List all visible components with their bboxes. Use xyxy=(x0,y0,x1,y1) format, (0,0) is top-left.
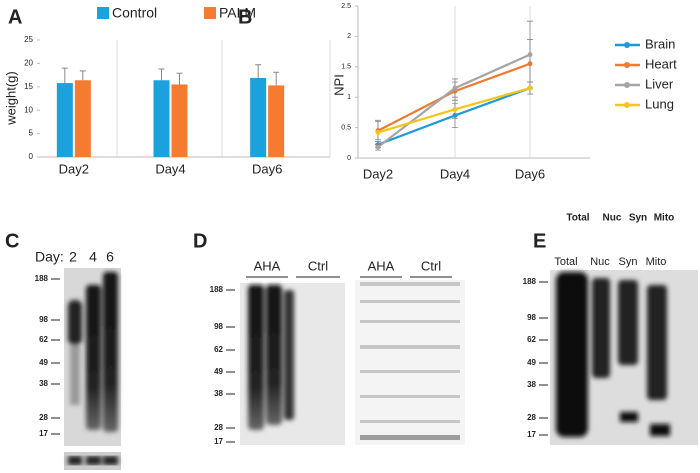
y-tick-label: 0 xyxy=(29,152,34,161)
lane-label: Nuc xyxy=(590,256,610,268)
error-bar xyxy=(158,68,165,81)
error-bar xyxy=(79,70,86,81)
y-tick-label: 10 xyxy=(24,105,33,114)
y-axis-label: weight(g) xyxy=(3,71,18,125)
bar xyxy=(153,80,170,157)
lane-label: 6 xyxy=(106,249,114,265)
header-label: Nuc xyxy=(603,213,622,224)
y-tick-label: 2.5 xyxy=(341,3,351,10)
panel-label: E xyxy=(533,230,546,252)
point xyxy=(375,129,381,135)
error-bar xyxy=(255,64,262,78)
group-label: AHA xyxy=(254,258,281,273)
legend-swatch xyxy=(624,102,630,108)
point xyxy=(527,52,533,58)
marker-label: 28 xyxy=(39,413,48,422)
group-label: AHA xyxy=(368,258,395,273)
marker-label: 38 xyxy=(527,380,536,389)
marker-label: 49 xyxy=(527,358,536,367)
y-tick-label: 2 xyxy=(347,33,351,40)
lane-title: Day: xyxy=(35,249,64,265)
legend-swatch xyxy=(624,82,630,88)
series-line xyxy=(377,53,531,148)
marker-label: 28 xyxy=(214,423,223,432)
bar xyxy=(171,84,188,157)
header-label: Total xyxy=(566,213,589,224)
legend-swatch xyxy=(97,7,109,19)
marker-label: 62 xyxy=(214,345,223,354)
point xyxy=(527,85,533,91)
legend-label: Control xyxy=(112,5,157,21)
marker-label: 17 xyxy=(527,430,536,439)
marker-label: 188 xyxy=(523,277,537,286)
marker-label: 62 xyxy=(39,335,48,344)
legend-label: Lung xyxy=(645,96,674,111)
y-tick-label: 1.5 xyxy=(341,64,351,71)
marker-label: 38 xyxy=(214,389,223,398)
header-label: Syn xyxy=(629,213,647,224)
marker-label: 188 xyxy=(35,274,49,283)
lane-label: Total xyxy=(554,256,577,268)
panel-label: A xyxy=(8,6,22,28)
lane-label: 2 xyxy=(69,249,77,265)
x-tick-label: Day4 xyxy=(155,161,185,176)
error-bar xyxy=(61,67,68,84)
lane-label: Mito xyxy=(646,256,667,268)
legend-label: PALM xyxy=(219,5,256,21)
error-bar xyxy=(273,71,280,86)
legend-label: Liver xyxy=(645,76,674,91)
bar xyxy=(268,85,285,157)
blot-c xyxy=(64,268,121,470)
legend-swatch xyxy=(204,7,216,19)
y-tick-label: 0.5 xyxy=(341,124,351,131)
y-tick-label: 5 xyxy=(29,129,34,138)
legend-swatch xyxy=(624,42,630,48)
marker-label: 98 xyxy=(214,322,223,331)
panel-label: B xyxy=(238,6,252,28)
x-tick-label: Day2 xyxy=(363,166,393,181)
y-tick-label: 0 xyxy=(347,155,351,162)
panel-label: C xyxy=(5,230,19,252)
group-label: Ctrl xyxy=(308,258,328,273)
marker-label: 17 xyxy=(39,429,48,438)
bar xyxy=(250,77,267,157)
y-tick-label: 15 xyxy=(24,82,33,91)
lane-label: 4 xyxy=(89,249,97,265)
legend-label: Heart xyxy=(645,56,677,71)
x-tick-label: Day6 xyxy=(515,166,545,181)
marker-label: 49 xyxy=(214,367,223,376)
y-axis-label: NPI xyxy=(331,74,346,96)
y-tick-label: 25 xyxy=(24,35,33,44)
marker-label: 62 xyxy=(527,335,536,344)
legend-label: Brain xyxy=(645,36,675,51)
panel-label: D xyxy=(193,230,207,252)
marker-label: 28 xyxy=(527,413,536,422)
x-tick-label: Day4 xyxy=(440,166,470,181)
lane-label: Syn xyxy=(619,256,638,268)
bar xyxy=(74,80,91,157)
marker-label: 98 xyxy=(527,313,536,322)
bar xyxy=(56,83,73,157)
point xyxy=(452,85,458,91)
marker-label: 98 xyxy=(39,315,48,324)
marker-label: 188 xyxy=(210,285,224,294)
x-tick-label: Day2 xyxy=(59,161,89,176)
x-tick-label: Day6 xyxy=(252,161,282,176)
point xyxy=(452,106,458,112)
blot-d xyxy=(240,280,465,445)
y-tick-label: 20 xyxy=(24,59,33,68)
point xyxy=(375,144,381,150)
y-tick-label: 1 xyxy=(347,94,351,101)
marker-label: 38 xyxy=(39,379,48,388)
marker-label: 17 xyxy=(214,437,223,446)
blot-e xyxy=(550,270,698,445)
error-bar xyxy=(176,72,183,85)
header-label: Mito xyxy=(654,213,675,224)
legend-swatch xyxy=(624,62,630,68)
group-label: Ctrl xyxy=(421,258,441,273)
marker-label: 49 xyxy=(39,358,48,367)
